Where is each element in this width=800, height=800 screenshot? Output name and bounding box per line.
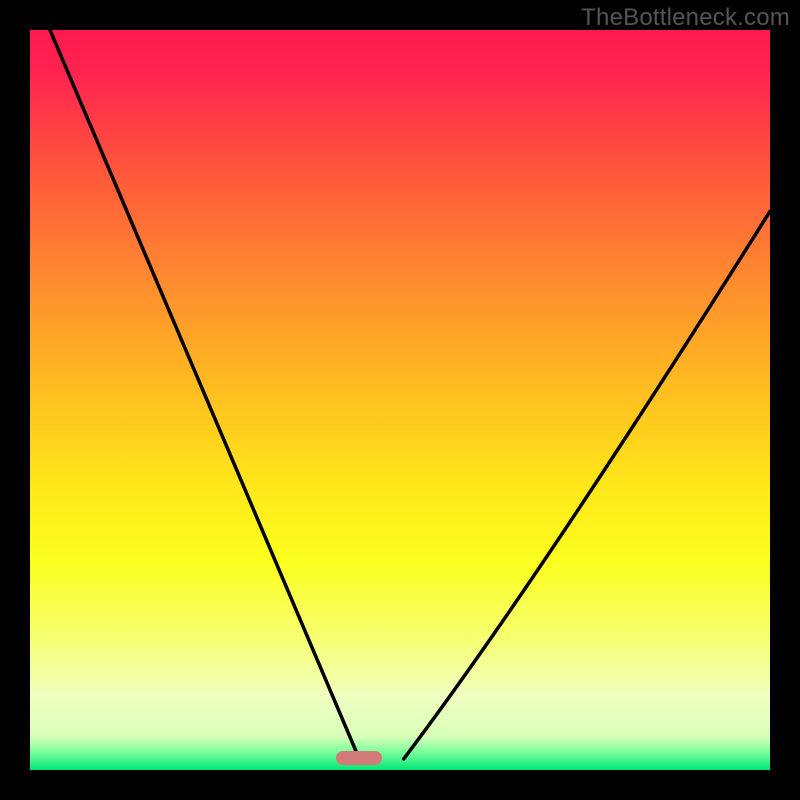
- chart-frame: TheBottleneck.com: [0, 0, 800, 800]
- curve-left-branch: [50, 30, 359, 759]
- optimal-point-marker: [336, 751, 382, 765]
- plot-area: [30, 30, 770, 770]
- watermark-text: TheBottleneck.com: [581, 4, 790, 32]
- curve-right-branch: [404, 211, 770, 759]
- bottleneck-curve: [30, 30, 770, 770]
